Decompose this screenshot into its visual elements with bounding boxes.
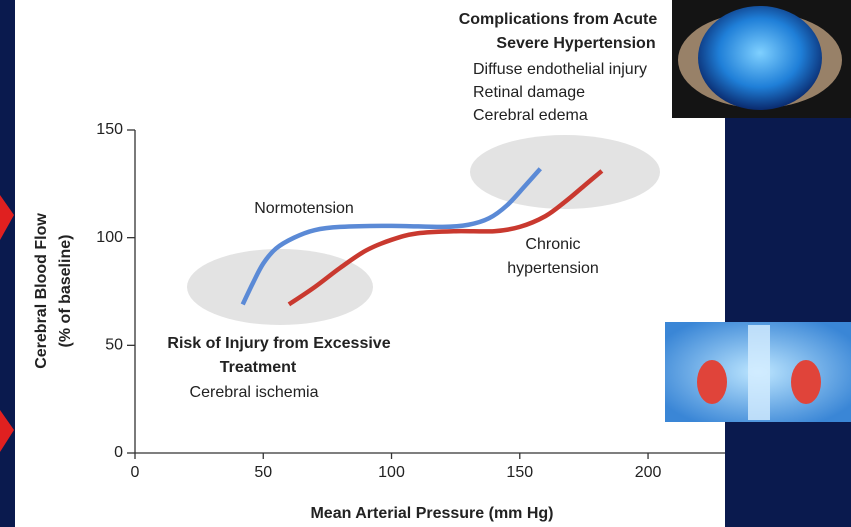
risk-zone xyxy=(187,249,373,325)
annotation-title: Severe Hypertension xyxy=(496,35,655,52)
annotation-item: Retinal damage xyxy=(473,84,585,101)
brain-image xyxy=(672,0,851,118)
slide: 0 50 100 150 0 50 100 150 200 Complications from… xyxy=(0,0,851,527)
x-tick-label: 0 xyxy=(131,464,140,481)
risk-zone xyxy=(470,135,660,209)
x-tick-label: 200 xyxy=(635,464,662,481)
arrow xyxy=(0,410,14,452)
annotation-title: Risk of Injury from Excessive xyxy=(167,335,390,352)
series-label: Chronic xyxy=(525,236,580,253)
annotation-item: Cerebral edema xyxy=(473,107,588,124)
y-tick-label: 50 xyxy=(105,337,123,354)
y-tick-label: 150 xyxy=(96,121,123,138)
series-label: Normotension xyxy=(254,200,354,217)
x-tick-label: 50 xyxy=(254,464,272,481)
series-label: hypertension xyxy=(507,260,599,277)
page: {"chart_data": {"type": "line", "x_label… xyxy=(0,0,851,527)
y-axis-label: Cerebral Blood Flow xyxy=(33,213,50,369)
kidney-image xyxy=(665,322,851,422)
y-axis-label: (% of baseline) xyxy=(57,235,74,348)
x-tick-label: 150 xyxy=(506,464,533,481)
annotation-title: Complications from Acute xyxy=(459,11,658,28)
x-axis-label: Mean Arterial Pressure (mm Hg) xyxy=(310,505,553,522)
arrow xyxy=(0,195,14,240)
y-tick-label: 0 xyxy=(114,444,123,461)
annotation-title: Treatment xyxy=(220,359,297,376)
annotation-item: Cerebral ischemia xyxy=(190,384,319,401)
x-tick-label: 100 xyxy=(378,464,405,481)
annotation-item: Diffuse endothelial injury xyxy=(473,61,647,78)
y-tick-label: 100 xyxy=(96,229,123,246)
